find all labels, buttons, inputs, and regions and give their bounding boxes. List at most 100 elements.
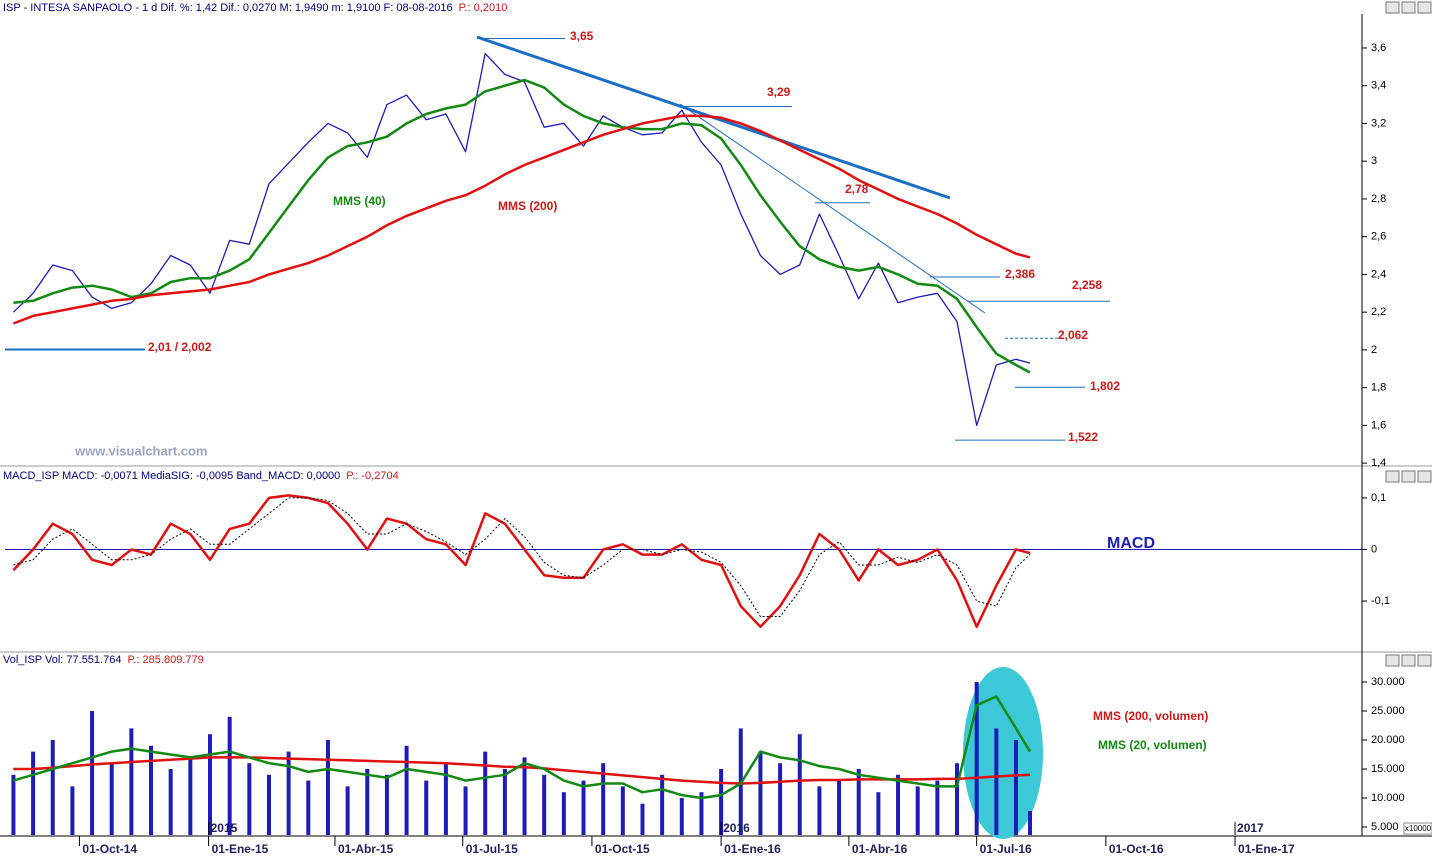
watermark: www.visualchart.com bbox=[74, 443, 207, 458]
volume-bar bbox=[601, 763, 606, 835]
volume-bar bbox=[896, 774, 901, 835]
y-tick-label: 20.000 bbox=[1371, 734, 1405, 746]
y-tick-label: 2,6 bbox=[1371, 231, 1386, 243]
x-tick-label: 01-Oct-14 bbox=[82, 842, 137, 856]
unit-box bbox=[1403, 822, 1432, 835]
minimize-button[interactable] bbox=[1385, 1, 1400, 14]
volume-bar bbox=[443, 763, 448, 835]
y-tick-label: 2 bbox=[1371, 344, 1377, 356]
level-label: 2,01 / 2,002 bbox=[148, 340, 212, 354]
y-tick-label: 3,4 bbox=[1371, 80, 1386, 92]
y-tick-label: 0 bbox=[1371, 543, 1377, 555]
volume-bar bbox=[286, 751, 291, 835]
volume-bar bbox=[758, 751, 763, 835]
volume-bar bbox=[70, 786, 75, 835]
panel-title: ISP - INTESA SANPAOLO - 1 d Dif. %: 1,42… bbox=[3, 2, 453, 14]
volume-bar bbox=[817, 786, 822, 835]
y-tick-label: -0,1 bbox=[1371, 595, 1390, 607]
level-label: 3,29 bbox=[767, 85, 791, 99]
volume-bar bbox=[306, 780, 311, 835]
volume-bar bbox=[168, 769, 173, 835]
volume-bar bbox=[1028, 811, 1033, 835]
maximize-button[interactable] bbox=[1401, 1, 1416, 14]
series-label: MMS (40) bbox=[333, 194, 386, 208]
volume-bar bbox=[325, 740, 330, 835]
y-tick-label: 1,6 bbox=[1371, 419, 1386, 431]
volume-bar bbox=[424, 780, 429, 835]
x-tick-label: 01-Jul-15 bbox=[466, 842, 518, 856]
series-line bbox=[12, 494, 1031, 629]
y-tick-label: 2,2 bbox=[1371, 306, 1386, 318]
volume-bar bbox=[188, 757, 193, 835]
level-label: 1,522 bbox=[1068, 430, 1098, 444]
volume-bar bbox=[502, 769, 507, 835]
series-line bbox=[13, 695, 1032, 800]
volume-bar bbox=[620, 786, 625, 835]
panel-title: MACD_ISP MACD: -0,0071 MediaSIG: -0,0095… bbox=[3, 470, 340, 482]
highlight-ellipse bbox=[963, 667, 1043, 839]
y-tick-label: 25.000 bbox=[1371, 705, 1405, 717]
y-tick-label: 2,8 bbox=[1371, 193, 1386, 205]
close-button[interactable] bbox=[1417, 654, 1432, 667]
volume-bar bbox=[561, 792, 566, 835]
volume-bar bbox=[109, 763, 114, 835]
series-line bbox=[13, 497, 1031, 617]
volume-bar bbox=[11, 774, 16, 835]
panel-subtitle: P.: -0,2704 bbox=[346, 470, 398, 482]
y-tick-label: 1,8 bbox=[1371, 382, 1386, 394]
close-button[interactable] bbox=[1417, 470, 1432, 483]
x-tick-label: 01-Ene-15 bbox=[212, 842, 269, 856]
x-tick-label: 01-Ene-16 bbox=[724, 842, 781, 856]
minimize-button[interactable] bbox=[1385, 654, 1400, 667]
x-tick-label: 01-Abr-16 bbox=[852, 842, 908, 856]
series-line bbox=[13, 756, 1031, 785]
series-line bbox=[12, 114, 1031, 325]
volume-bar bbox=[50, 740, 55, 835]
volume-bar bbox=[90, 711, 95, 835]
maximize-button[interactable] bbox=[1401, 470, 1416, 483]
series-line bbox=[13, 78, 1031, 374]
volume-bar bbox=[915, 786, 920, 835]
volume-bar bbox=[640, 803, 645, 835]
volume-bar bbox=[365, 769, 370, 835]
series-label: MMS (20, volumen) bbox=[1098, 738, 1207, 752]
x-tick-label: 01-Oct-16 bbox=[1109, 842, 1164, 856]
volume-bar bbox=[227, 716, 232, 835]
volume-bar bbox=[778, 763, 783, 835]
level-label: 3,65 bbox=[570, 29, 594, 43]
volume-bar bbox=[797, 734, 802, 835]
level-label: 2,78 bbox=[845, 182, 869, 196]
volume-bar bbox=[1013, 740, 1018, 835]
volume-bar bbox=[149, 745, 154, 835]
volume-bar bbox=[876, 792, 881, 835]
volume-bar bbox=[955, 763, 960, 835]
maximize-button[interactable] bbox=[1401, 654, 1416, 667]
volume-bar bbox=[699, 792, 704, 835]
volume-bar bbox=[974, 682, 979, 835]
window-buttons[interactable] bbox=[1385, 1, 1432, 667]
volume-bar bbox=[463, 786, 468, 835]
y-tick-label: 3,2 bbox=[1371, 117, 1386, 129]
volume-bar bbox=[994, 728, 999, 835]
panel-subtitle: P.: 0,2010 bbox=[459, 2, 508, 14]
volume-bar bbox=[129, 728, 134, 835]
close-button[interactable] bbox=[1417, 1, 1432, 14]
volume-bar bbox=[31, 751, 36, 835]
y-tick-label: 5.000 bbox=[1371, 821, 1399, 833]
volume-bar bbox=[208, 734, 213, 835]
trend-line bbox=[679, 103, 986, 314]
unit-label: x10000 bbox=[1405, 824, 1432, 833]
y-tick-label: 3,6 bbox=[1371, 42, 1386, 54]
volume-bar bbox=[384, 774, 389, 835]
volume-bar bbox=[483, 751, 488, 835]
level-label: 2,258 bbox=[1072, 278, 1102, 292]
x-tick-label: 01-Oct-15 bbox=[595, 842, 650, 856]
volume-bar bbox=[856, 769, 861, 835]
volume-bar bbox=[719, 769, 724, 835]
volume-bar bbox=[542, 774, 547, 835]
panel-subtitle: P.: 285.809.779 bbox=[127, 654, 203, 666]
year-label: 2017 bbox=[1237, 821, 1264, 835]
minimize-button[interactable] bbox=[1385, 470, 1400, 483]
